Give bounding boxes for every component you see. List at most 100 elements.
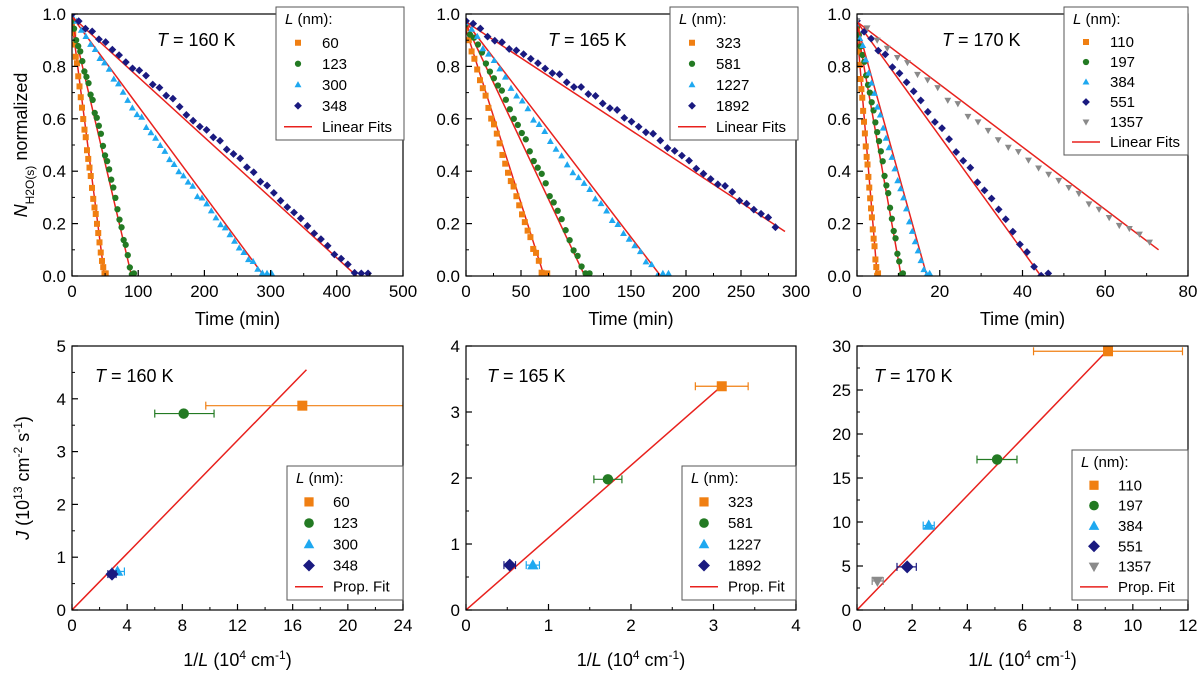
data-point-1227 — [591, 195, 599, 202]
data-point-551 — [916, 96, 925, 105]
data-point-300 — [221, 224, 229, 231]
data-point-300 — [240, 248, 248, 256]
data-point-348 — [155, 83, 164, 92]
data-point-581 — [558, 215, 565, 223]
y-tick-label: 3 — [451, 403, 460, 422]
data-point-384 — [876, 111, 884, 118]
data-point-581 — [522, 136, 529, 143]
y-tick-label: 0.2 — [827, 215, 851, 234]
data-point-551 — [1044, 269, 1053, 276]
data-point-323 — [521, 219, 528, 226]
data-point-384 — [882, 134, 890, 141]
data-point-323 — [716, 381, 727, 392]
data-point-551 — [994, 205, 1003, 214]
data-point-384 — [865, 69, 873, 76]
y-tick-label: 1.0 — [827, 5, 851, 24]
y-axis-label: J (1013 cm-2 s-1) — [11, 416, 33, 541]
data-point-1227 — [513, 92, 521, 99]
data-point-1892 — [642, 128, 650, 137]
data-point-1227 — [558, 152, 566, 159]
data-point-60 — [83, 147, 90, 154]
legend-title: L (nm): — [296, 470, 344, 487]
data-point-323 — [519, 211, 526, 218]
data-point-1892 — [685, 156, 693, 165]
data-point-581 — [486, 68, 494, 75]
data-point-1227 — [608, 216, 616, 223]
legend-marker-581 — [688, 60, 696, 67]
data-point-123 — [110, 184, 117, 191]
data-point-551 — [888, 63, 897, 72]
x-axis-label: 1/L (104 cm-1) — [183, 648, 291, 670]
data-point-300 — [128, 104, 136, 111]
data-point-348 — [209, 133, 218, 142]
y-tick-label: 0.0 — [827, 267, 851, 286]
data-point-60 — [100, 264, 107, 271]
legend-fit-label: Prop. Fit — [728, 579, 786, 596]
data-point-323 — [493, 130, 500, 137]
y-tick-label: 0.8 — [436, 57, 460, 76]
data-point-300 — [138, 113, 146, 120]
data-point-123 — [91, 109, 98, 117]
data-point-384 — [894, 177, 902, 184]
data-point-1892 — [476, 24, 485, 33]
data-point-1357 — [1045, 171, 1053, 178]
data-point-60 — [77, 94, 84, 101]
data-point-197 — [896, 258, 903, 265]
x-axis-label: Time (min) — [980, 309, 1065, 329]
data-point-384 — [859, 41, 867, 48]
data-point-1892 — [728, 188, 737, 196]
data-point-581 — [570, 247, 577, 254]
data-point-1357 — [863, 25, 871, 32]
data-point-300 — [226, 231, 234, 238]
data-point-551 — [959, 156, 968, 165]
x-tick-label: 4 — [122, 616, 131, 635]
y-tick-label: 5 — [57, 337, 66, 356]
legend-marker-300 — [303, 538, 315, 549]
x-tick-label: 3 — [709, 616, 718, 635]
data-point-1357 — [934, 85, 942, 92]
data-point-1227 — [625, 235, 633, 242]
data-point-384 — [908, 227, 916, 234]
data-point-123 — [112, 194, 119, 202]
data-point-300 — [119, 88, 127, 95]
y-tick-label: 25 — [832, 381, 851, 400]
data-point-123 — [72, 25, 78, 32]
data-point-300 — [244, 255, 252, 263]
legend-label: 300 — [322, 77, 347, 94]
data-point-300 — [268, 269, 276, 276]
legend: L (nm): 110 197 384 551 1357 Linear Fits — [1063, 6, 1189, 156]
data-point-60 — [88, 184, 95, 191]
x-tick-label: 80 — [1179, 282, 1198, 301]
data-point-300 — [77, 26, 85, 33]
data-point-323 — [530, 245, 537, 252]
x-tick-label: 0 — [852, 282, 861, 301]
data-point-1357 — [1004, 144, 1012, 151]
data-point-348 — [236, 154, 245, 163]
data-point-300 — [147, 129, 155, 136]
data-point-551 — [1023, 248, 1031, 256]
x-axis-label: 1/L (104 cm-1) — [968, 648, 1076, 670]
y-tick-label: 2 — [57, 495, 66, 514]
x-tick-label: 300 — [256, 282, 284, 301]
data-point-1357 — [1135, 231, 1143, 238]
data-point-1227 — [586, 185, 594, 193]
legend-label: 110 — [1118, 477, 1142, 494]
legend-marker-384 — [1088, 520, 1100, 530]
data-point-551 — [952, 148, 961, 156]
data-point-197 — [886, 204, 894, 211]
data-point-1227 — [642, 258, 650, 265]
data-point-110 — [861, 130, 868, 137]
data-point-60 — [81, 126, 88, 133]
data-point-300 — [124, 96, 132, 103]
data-point-1227 — [535, 120, 543, 128]
data-point-110 — [859, 94, 866, 101]
data-point-551 — [867, 34, 876, 43]
data-point-551 — [1037, 271, 1046, 276]
data-point-1892 — [656, 136, 665, 145]
data-point-551 — [881, 50, 890, 59]
data-point-348 — [216, 136, 224, 145]
legend-marker-581 — [699, 518, 709, 528]
legend-label: 384 — [1110, 74, 1135, 91]
y-tick-label: 0.4 — [827, 162, 851, 181]
data-point-300 — [193, 192, 201, 200]
